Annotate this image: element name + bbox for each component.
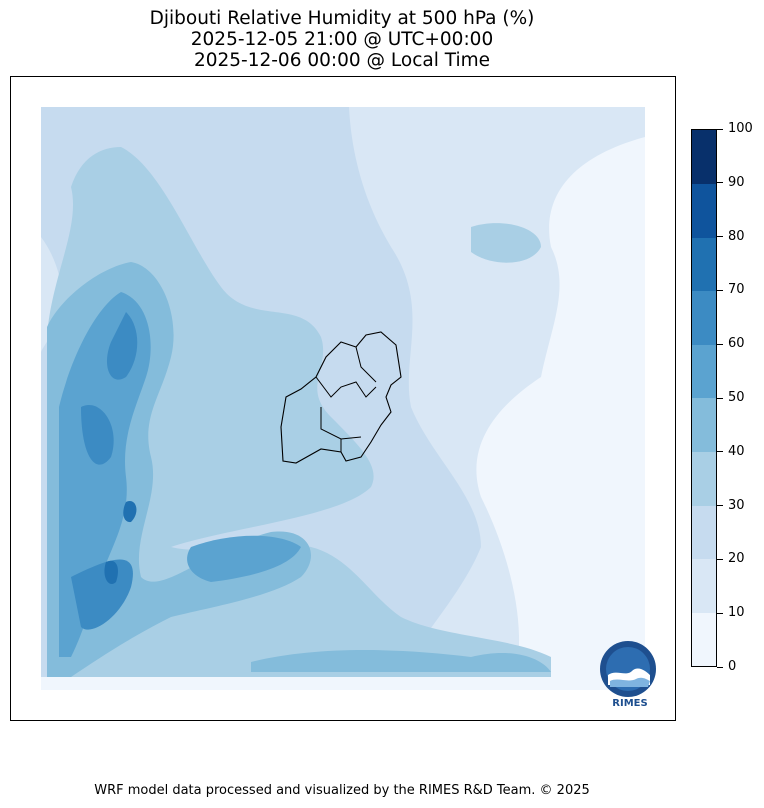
colorbar-tick-label: 20 bbox=[728, 551, 745, 567]
colorbar-tick-label: 10 bbox=[728, 605, 745, 621]
colorbar-tick-label: 60 bbox=[728, 336, 745, 352]
rimes-logo-icon: RIMES bbox=[600, 641, 656, 709]
colorbar-band bbox=[692, 558, 716, 613]
colorbar-tick-label: 40 bbox=[728, 443, 745, 459]
djibouti-border bbox=[280, 331, 402, 464]
colorbar-tick bbox=[717, 558, 723, 560]
colorbar-tick-label: 90 bbox=[728, 174, 745, 190]
humidity-field-30-40 bbox=[47, 147, 551, 677]
map-frame bbox=[10, 76, 676, 721]
colorbar-tick bbox=[717, 505, 723, 507]
colorbar-tick-label: 100 bbox=[728, 121, 753, 136]
colorbar-band bbox=[692, 612, 716, 667]
humidity-field-50-60-center bbox=[187, 535, 301, 582]
colorbar-tick-label: 0 bbox=[728, 659, 737, 674]
colorbar-band bbox=[692, 183, 716, 238]
chart-title: Djibouti Relative Humidity at 500 hPa (%… bbox=[0, 8, 684, 71]
humidity-field-60-70-b bbox=[81, 405, 114, 465]
region-border-1 bbox=[315, 376, 377, 398]
colorbar-band bbox=[692, 237, 716, 292]
humidity-field-0-10-south bbox=[41, 677, 645, 690]
rimes-logo-text: RIMES bbox=[612, 698, 647, 709]
colorbar-tick bbox=[717, 612, 723, 614]
colorbar-tick-label: 30 bbox=[728, 497, 745, 513]
colorbar bbox=[691, 129, 717, 667]
humidity-field-40-50-south bbox=[251, 650, 551, 672]
humidity-field-60-70 bbox=[106, 312, 138, 380]
humidity-field-70-80-b bbox=[123, 501, 137, 523]
colorbar-tick bbox=[717, 182, 723, 184]
humidity-field-60-70-c bbox=[71, 559, 133, 630]
footer-credit: WRF model data processed and visualized … bbox=[94, 783, 590, 798]
colorbar-tick bbox=[717, 289, 723, 291]
humidity-field-0-10 bbox=[476, 107, 645, 690]
region-border-2 bbox=[355, 346, 377, 383]
colorbar-tick bbox=[717, 128, 723, 130]
colorbar-band bbox=[692, 344, 716, 399]
colorbar-band bbox=[692, 130, 716, 185]
colorbar-tick-label: 70 bbox=[728, 282, 745, 298]
colorbar-tick bbox=[717, 666, 723, 668]
colorbar-band bbox=[692, 398, 716, 453]
colorbar-tick-label: 50 bbox=[728, 390, 745, 405]
title-line-2: 2025-12-05 21:00 @ UTC+00:00 bbox=[190, 29, 494, 50]
title-line-1: Djibouti Relative Humidity at 500 hPa (%… bbox=[149, 8, 535, 29]
colorbar-tick-label: 80 bbox=[728, 228, 745, 244]
rimes-logo: RIMES bbox=[598, 639, 662, 709]
humidity-field-30-40-east bbox=[471, 223, 541, 263]
colorbar-tick bbox=[717, 343, 723, 345]
colorbar-tick bbox=[717, 397, 723, 399]
colorbar-band bbox=[692, 290, 716, 345]
colorbar-band bbox=[692, 505, 716, 560]
colorbar-band bbox=[692, 451, 716, 506]
title-line-3: 2025-12-06 00:00 @ Local Time bbox=[193, 50, 491, 71]
humidity-map bbox=[41, 107, 645, 690]
region-border-3 bbox=[320, 407, 362, 440]
humidity-field-50-60 bbox=[59, 292, 151, 657]
humidity-field-70-80 bbox=[104, 560, 118, 585]
colorbar-tick bbox=[717, 451, 723, 453]
colorbar-tick bbox=[717, 236, 723, 238]
